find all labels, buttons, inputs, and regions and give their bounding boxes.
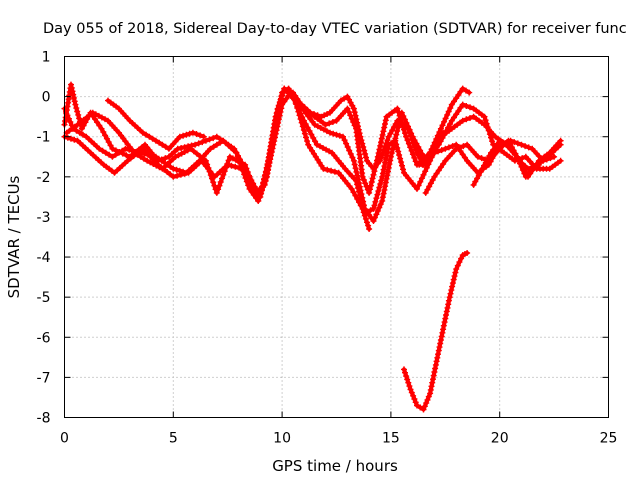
series-trace-e bbox=[105, 97, 207, 152]
series-markers bbox=[470, 137, 542, 188]
y-tick-label: -5 bbox=[37, 290, 51, 306]
series-trace-d bbox=[63, 85, 373, 232]
series-markers bbox=[105, 97, 207, 152]
grid bbox=[64, 56, 609, 418]
y-tick-label: -1 bbox=[37, 130, 51, 146]
series-markers bbox=[298, 93, 447, 172]
plot-frame bbox=[64, 56, 609, 418]
y-tick-label: 0 bbox=[42, 90, 51, 106]
y-tick-label: -6 bbox=[37, 330, 51, 346]
series-trace-j bbox=[401, 250, 471, 413]
series-markers bbox=[63, 85, 373, 232]
series-markers bbox=[401, 250, 471, 413]
x-tick-label: 20 bbox=[491, 431, 509, 447]
y-tick-label: -7 bbox=[37, 370, 51, 386]
x-tick-label: 25 bbox=[600, 431, 618, 447]
y-axis-label: SDTVAR / TECUs bbox=[5, 175, 23, 298]
x-tick-label: 5 bbox=[169, 431, 178, 447]
y-tick-label: 1 bbox=[42, 50, 51, 66]
y-tick-label: -3 bbox=[37, 210, 51, 226]
x-tick-labels: 0 5 10 15 20 25 bbox=[60, 431, 617, 447]
series-trace-i bbox=[470, 137, 542, 188]
x-axis-label: GPS time / hours bbox=[272, 457, 398, 475]
x-tick-label: 10 bbox=[273, 431, 291, 447]
data-series bbox=[61, 81, 564, 413]
series-line bbox=[299, 94, 446, 171]
series-trace-f bbox=[298, 93, 447, 172]
chart-title: Day 055 of 2018, Sidereal Day-to-day VTE… bbox=[43, 21, 627, 37]
y-tick-label: -4 bbox=[37, 250, 51, 266]
x-tick-label: 0 bbox=[60, 431, 69, 447]
x-tick-label: 15 bbox=[382, 431, 400, 447]
y-tick-label: -2 bbox=[37, 170, 51, 186]
y-tick-labels: 1 0 -1 -2 -3 -4 -5 -6 -7 -8 bbox=[37, 50, 51, 427]
series-line bbox=[401, 250, 470, 412]
axis-ticks bbox=[64, 56, 609, 418]
y-tick-label: -8 bbox=[37, 411, 51, 427]
